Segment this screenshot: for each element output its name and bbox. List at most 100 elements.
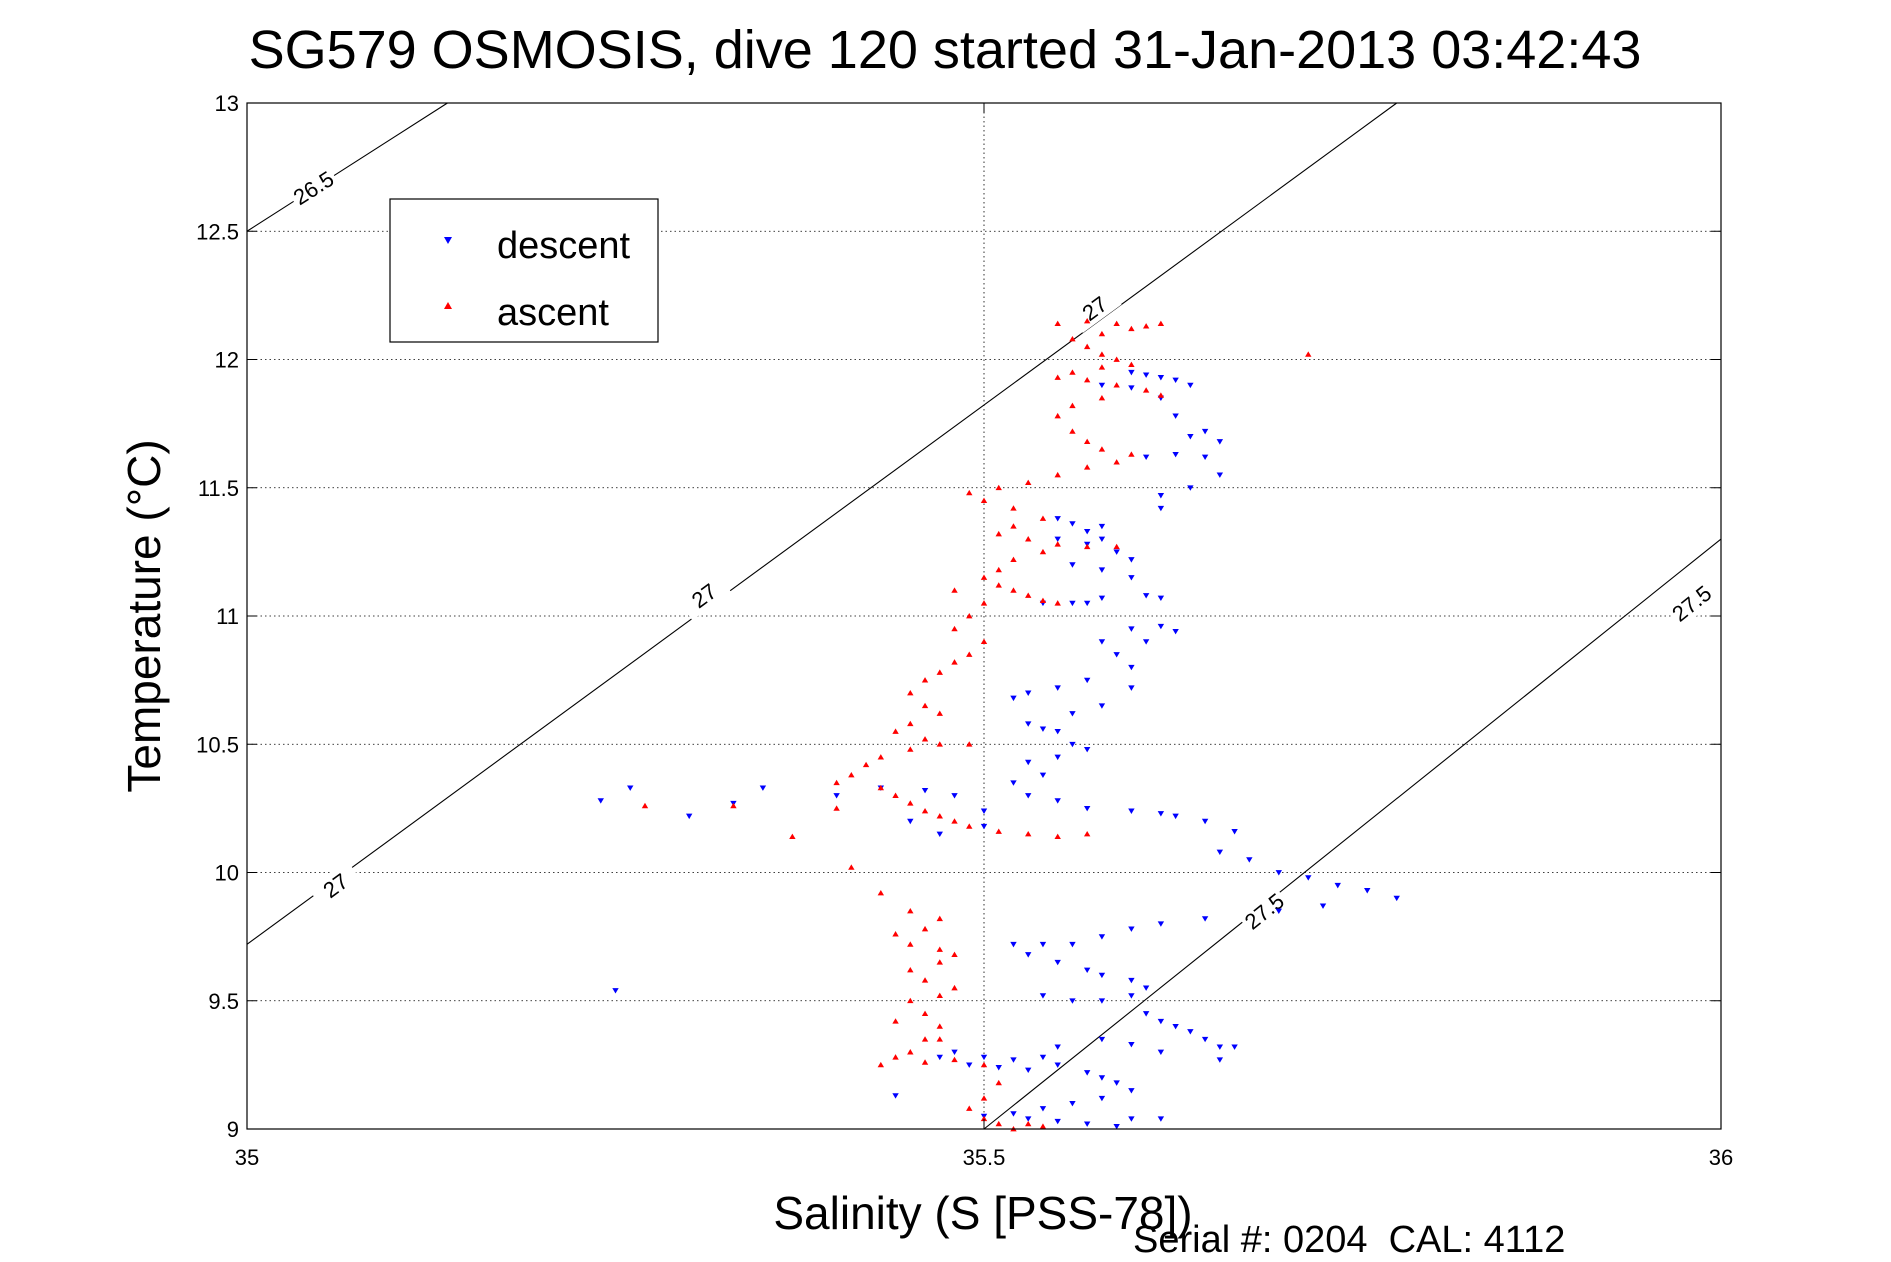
data-point-ascent <box>848 772 855 778</box>
data-point-ascent <box>1054 833 1061 839</box>
contour-line <box>246 102 448 232</box>
data-point-descent <box>1098 934 1106 940</box>
data-point-descent <box>1054 1118 1061 1125</box>
data-point-ascent <box>921 1059 929 1065</box>
data-point-descent <box>1069 600 1076 607</box>
data-point-ascent <box>951 984 958 991</box>
data-point-descent <box>1113 549 1120 555</box>
data-point-ascent <box>833 779 840 786</box>
data-point-descent <box>833 793 840 799</box>
data-point-descent <box>1025 1067 1032 1074</box>
data-point-ascent <box>936 915 943 922</box>
data-point-ascent <box>833 805 840 811</box>
contour-label-bg <box>1067 283 1122 333</box>
data-point-ascent <box>1098 364 1106 370</box>
series-ascent <box>641 318 1312 1132</box>
data-point-ascent <box>641 802 649 809</box>
data-point-descent <box>1128 926 1135 932</box>
data-point-descent <box>1039 1106 1047 1112</box>
data-point-ascent <box>1098 330 1106 337</box>
data-point-ascent <box>1142 387 1150 393</box>
data-point-ascent <box>1098 351 1106 357</box>
data-point-ascent <box>1069 402 1076 409</box>
data-point-descent <box>1334 882 1341 889</box>
data-point-ascent <box>966 489 973 496</box>
data-point-ascent <box>1113 459 1120 465</box>
data-point-ascent <box>1039 515 1047 521</box>
data-point-descent <box>1216 1044 1224 1050</box>
data-point-descent <box>1128 1116 1135 1122</box>
data-point-ascent <box>1025 479 1032 486</box>
data-point-descent <box>1231 1044 1238 1050</box>
data-point-descent <box>1128 685 1135 691</box>
data-point-ascent <box>907 1049 914 1055</box>
data-point-ascent <box>1098 446 1106 452</box>
contour-line <box>246 102 1398 945</box>
data-point-ascent <box>921 702 929 709</box>
data-point-descent <box>1069 998 1076 1004</box>
data-point-descent <box>936 1054 943 1061</box>
data-point-ascent <box>1113 543 1120 550</box>
data-point-ascent <box>907 997 914 1004</box>
data-point-descent <box>1172 413 1179 419</box>
data-point-ascent <box>951 818 958 824</box>
data-point-descent <box>1039 993 1047 999</box>
data-point-descent <box>1010 1057 1017 1063</box>
legend-descent-marker <box>444 237 452 244</box>
data-point-descent <box>1157 375 1165 381</box>
data-point-descent <box>1128 575 1135 581</box>
data-point-ascent <box>1054 412 1061 419</box>
data-point-ascent <box>980 574 988 580</box>
data-point-ascent <box>936 946 943 952</box>
data-point-descent <box>1157 921 1165 927</box>
data-point-ascent <box>892 728 899 734</box>
data-point-descent <box>1187 485 1194 491</box>
data-point-descent <box>1025 690 1032 696</box>
data-point-ascent <box>1025 831 1032 837</box>
data-point-ascent <box>951 587 958 593</box>
data-point-ascent <box>862 761 870 768</box>
data-point-descent <box>1201 428 1209 435</box>
data-point-ascent <box>1157 320 1165 326</box>
data-point-ascent <box>1025 536 1032 542</box>
data-point-descent <box>1201 1036 1209 1043</box>
data-point-descent <box>1025 1116 1032 1122</box>
data-point-descent <box>1172 628 1179 635</box>
data-point-descent <box>1393 895 1400 902</box>
data-point-descent <box>1319 903 1327 909</box>
data-point-ascent <box>980 1115 988 1122</box>
data-point-descent <box>1098 972 1106 979</box>
data-point-descent <box>1039 772 1047 779</box>
data-point-ascent <box>1083 543 1091 550</box>
data-point-descent <box>1128 977 1135 984</box>
data-point-ascent <box>995 582 1002 588</box>
data-point-descent <box>1201 818 1209 825</box>
data-point-ascent <box>877 890 885 896</box>
data-point-descent <box>936 831 943 838</box>
axis-ticks: 35 35.5 36 9 9.5 10 10.5 11 11.5 12 12.5 13 <box>196 91 1733 1170</box>
data-point-descent <box>1083 967 1091 973</box>
data-point-descent <box>1010 941 1017 948</box>
data-point-ascent <box>1010 523 1017 529</box>
data-point-descent <box>1054 798 1061 804</box>
data-point-ascent <box>907 800 914 806</box>
data-point-descent <box>1128 626 1135 632</box>
x-tick-label: 36 <box>1709 1145 1733 1170</box>
data-point-ascent <box>1083 831 1091 837</box>
data-point-descent <box>1025 952 1032 958</box>
data-point-ascent <box>936 992 943 999</box>
data-point-descent <box>1128 808 1135 814</box>
data-point-ascent <box>1054 320 1061 326</box>
data-point-descent <box>1216 472 1224 478</box>
contour-27.5: 27.527.5 <box>983 538 1722 1130</box>
y-tick-label: 10.5 <box>196 732 239 757</box>
y-tick-label: 9 <box>227 1117 239 1142</box>
data-point-ascent <box>980 600 988 606</box>
data-point-descent <box>1098 536 1106 543</box>
data-point-ascent <box>1083 377 1091 383</box>
data-point-ascent <box>995 828 1002 834</box>
data-point-descent <box>1083 600 1091 607</box>
data-point-ascent <box>1113 320 1120 326</box>
data-point-descent <box>951 1049 958 1056</box>
data-point-ascent <box>1098 394 1106 401</box>
